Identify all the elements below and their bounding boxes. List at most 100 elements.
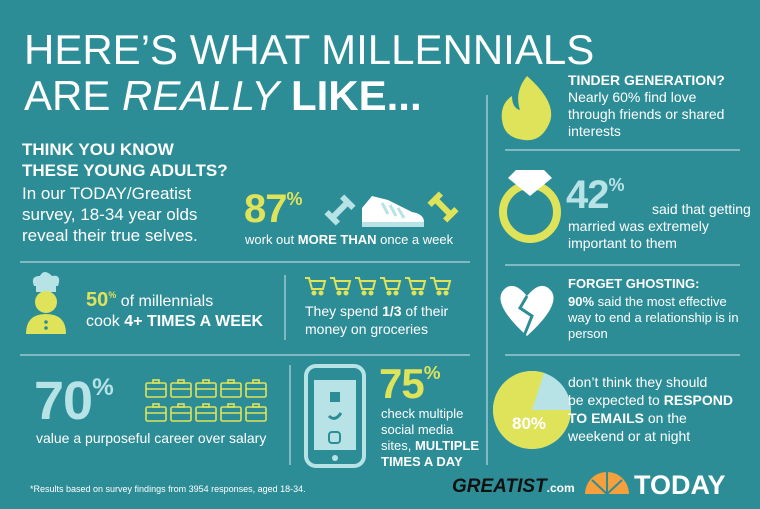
briefcase: [145, 382, 167, 398]
briefcase: [195, 406, 217, 422]
ring-icon: [499, 170, 561, 243]
cart: [330, 277, 352, 290]
briefcase: [170, 382, 192, 398]
title-text: ARE: [24, 72, 111, 119]
cart: [305, 277, 327, 290]
number: 87: [244, 187, 287, 231]
cart-wheel: [443, 290, 449, 296]
unit: %: [608, 174, 625, 195]
section-text: married was extremely: [568, 218, 709, 234]
briefcase: [145, 406, 167, 422]
cart-wheel: [343, 290, 349, 296]
cart-wheel: [418, 290, 424, 296]
stat-line: cook 4+ TIMES A WEEK: [86, 313, 263, 331]
stat-caption: value a purposeful career over salary: [36, 430, 267, 446]
greatist-logo: GREATIST.com: [452, 476, 575, 498]
title-bold: LIKE...: [290, 72, 422, 119]
cart: [355, 277, 377, 290]
section-text: TO EMAILS on the: [568, 410, 687, 426]
cart-wheel: [436, 290, 442, 296]
cart: [380, 277, 402, 290]
stat-number: 75%: [379, 360, 441, 408]
unit: %: [286, 188, 303, 209]
unit: %: [92, 373, 114, 401]
briefcase-icons: [145, 379, 267, 422]
shoe-icon: [362, 196, 424, 227]
title-emphasis: REALLY: [122, 72, 280, 119]
title-line-2: ARE REALLY LIKE...: [24, 72, 422, 120]
cart-icons: [305, 277, 452, 296]
number: 75: [379, 360, 425, 407]
chef-icon: [26, 272, 66, 334]
briefcase: [170, 406, 192, 422]
cart-wheel: [361, 290, 367, 296]
cart-wheel: [411, 290, 417, 296]
text-bold: TO EMAILS: [568, 410, 644, 426]
briefcase: [195, 382, 217, 398]
cart-wheel: [318, 290, 324, 296]
briefcase-handle: [152, 403, 160, 408]
dumbbell-icons: [324, 194, 356, 226]
intro-body: reveal their true selves.: [22, 226, 198, 245]
stat-line: social media: [381, 422, 454, 437]
intro-heading: THINK YOU KNOW: [22, 140, 174, 159]
cart-wheel: [393, 290, 399, 296]
section-text: weekend or at night: [568, 428, 691, 444]
number: 50: [86, 289, 109, 311]
intro-body: In our TODAY/Greatist: [22, 184, 192, 203]
briefcase-handle: [202, 403, 210, 408]
logo-text: .com: [546, 481, 575, 495]
text: sites,: [381, 438, 412, 453]
stat-line: 50% of millennials: [86, 289, 213, 312]
text: work out: [245, 232, 295, 247]
section-text: be expected to RESPOND: [568, 392, 733, 408]
text-bold: 90%: [568, 294, 595, 309]
text: They spend: [305, 303, 379, 319]
section-text: interests: [568, 123, 621, 139]
stat-line: sites, MULTIPLE: [381, 438, 479, 454]
stat-line: money on groceries: [305, 321, 428, 337]
text-bold: MULTIPLE: [414, 438, 479, 453]
cart-wheel: [336, 290, 342, 296]
stat-number: 70%: [34, 370, 114, 432]
briefcase: [245, 382, 267, 398]
section-text: way to end a relationship is in: [568, 310, 739, 325]
text-bold: MORE THAN: [297, 232, 377, 247]
text: be expected to: [568, 392, 660, 408]
stat-caption: work out MORE THAN once a week: [245, 232, 453, 248]
stat-line: TIMES A DAY: [381, 454, 463, 469]
briefcase-handle: [252, 379, 260, 384]
section-text: Nearly 60% find love: [568, 89, 697, 105]
briefcase-handle: [177, 403, 185, 408]
pie-chart: [493, 371, 571, 450]
unit: %: [108, 290, 117, 301]
intro-body: survey, 18-34 year olds: [22, 205, 198, 224]
text-bold: 4+ TIMES A WEEK: [124, 313, 264, 330]
number: 70: [34, 371, 93, 431]
today-logo: TODAY: [634, 470, 726, 500]
today-logo-mark: [585, 472, 629, 495]
section-text: said that getting: [652, 201, 751, 217]
briefcase-handle: [202, 379, 210, 384]
cart-wheel: [386, 290, 392, 296]
section-text: 90% said the most effective: [568, 294, 727, 310]
stat-number: 42%: [566, 172, 625, 218]
dumbbell-icon-2: [427, 191, 459, 223]
footnote: *Results based on survey findings from 3…: [30, 484, 306, 494]
flame-icon: [501, 76, 552, 141]
logo-text: GREATIST: [452, 476, 547, 497]
text: of millennials: [120, 293, 214, 310]
text-bold: RESPOND: [663, 392, 733, 408]
text: said the most effective: [597, 294, 727, 309]
briefcase-handle: [227, 403, 235, 408]
briefcase: [245, 406, 267, 422]
briefcase-handle: [227, 379, 235, 384]
section-heading: TINDER GENERATION?: [568, 72, 725, 88]
intro-heading: THESE YOUNG ADULTS?: [22, 161, 228, 180]
cart-wheel: [368, 290, 374, 296]
text-bold: 1/3: [382, 303, 402, 319]
title-line-1: HERE’S WHAT MILLENNIALS: [24, 26, 595, 73]
text: cook: [86, 313, 120, 330]
